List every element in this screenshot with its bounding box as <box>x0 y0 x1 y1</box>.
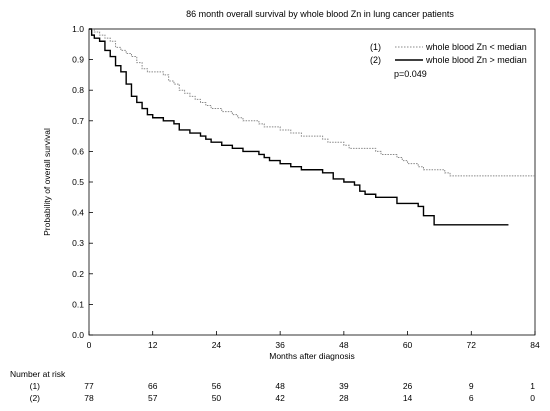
risk-cell: 56 <box>212 381 222 391</box>
risk-cell: 6 <box>469 393 474 403</box>
x-tick-label: 24 <box>212 340 222 350</box>
survival-curve-2 <box>89 28 509 226</box>
risk-cell: 28 <box>339 393 349 403</box>
risk-cell: 39 <box>339 381 349 391</box>
p-value-annotation: p=0.049 <box>394 69 427 79</box>
risk-table-label: Number at risk <box>10 369 66 379</box>
x-tick-label: 72 <box>467 340 477 350</box>
y-tick-label: 0.4 <box>72 208 84 218</box>
risk-cell: 50 <box>212 393 222 403</box>
risk-cell: 42 <box>275 393 285 403</box>
y-tick-label: 0.7 <box>72 116 84 126</box>
plot-frame <box>88 28 536 336</box>
y-tick-label: 1.0 <box>72 24 84 34</box>
risk-cell: 77 <box>84 381 94 391</box>
x-tick-label: 60 <box>403 340 413 350</box>
risk-cell: 26 <box>403 381 413 391</box>
y-tick-label: 0.1 <box>72 299 84 309</box>
y-axis-ticks: 0.0 0.1 0.2 0.3 0.4 0.5 0.6 0.7 0.8 0.9 1.0 <box>72 24 93 340</box>
x-tick-label: 48 <box>339 340 349 350</box>
legend-label-1: whole blood Zn < median <box>425 42 527 52</box>
x-tick-label: 12 <box>148 340 158 350</box>
risk-cell: 57 <box>148 393 158 403</box>
legend-number-2: (2) <box>370 55 381 65</box>
risk-cell: 1 <box>530 381 535 391</box>
risk-cell: 48 <box>275 381 285 391</box>
x-tick-label: 84 <box>530 340 540 350</box>
y-tick-label: 0.0 <box>72 330 84 340</box>
survival-curve-1 <box>89 28 535 177</box>
risk-cell: 66 <box>148 381 158 391</box>
risk-table: (1) 77 66 56 48 39 26 9 1 (2) 78 57 50 42 28 14 6 0 <box>30 381 536 403</box>
risk-cell: 78 <box>84 393 94 403</box>
risk-cell: 14 <box>403 393 413 403</box>
y-tick-label: 0.8 <box>72 85 84 95</box>
legend-label-2: whole blood Zn > median <box>425 55 527 65</box>
x-axis-label: Months after diagnosis <box>269 351 355 361</box>
y-tick-label: 0.3 <box>72 238 84 248</box>
y-tick-label: 0.5 <box>72 177 84 187</box>
y-tick-label: 0.2 <box>72 269 84 279</box>
chart-title: 86 month overall survival by whole blood… <box>186 9 454 19</box>
risk-row-group: (1) <box>30 381 41 391</box>
legend: (1) whole blood Zn < median (2) whole bl… <box>370 42 527 79</box>
x-tick-label: 36 <box>275 340 285 350</box>
risk-cell: 9 <box>469 381 474 391</box>
legend-number-1: (1) <box>370 42 381 52</box>
x-axis-ticks: 0 12 24 36 48 60 72 84 <box>87 331 540 350</box>
y-tick-label: 0.6 <box>72 146 84 156</box>
series-layer <box>89 28 535 226</box>
x-tick-label: 0 <box>87 340 92 350</box>
risk-row-group: (2) <box>30 393 41 403</box>
y-tick-label: 0.9 <box>72 55 84 65</box>
risk-cell: 0 <box>530 393 535 403</box>
y-axis-label: Probability of overall survival <box>42 128 52 236</box>
